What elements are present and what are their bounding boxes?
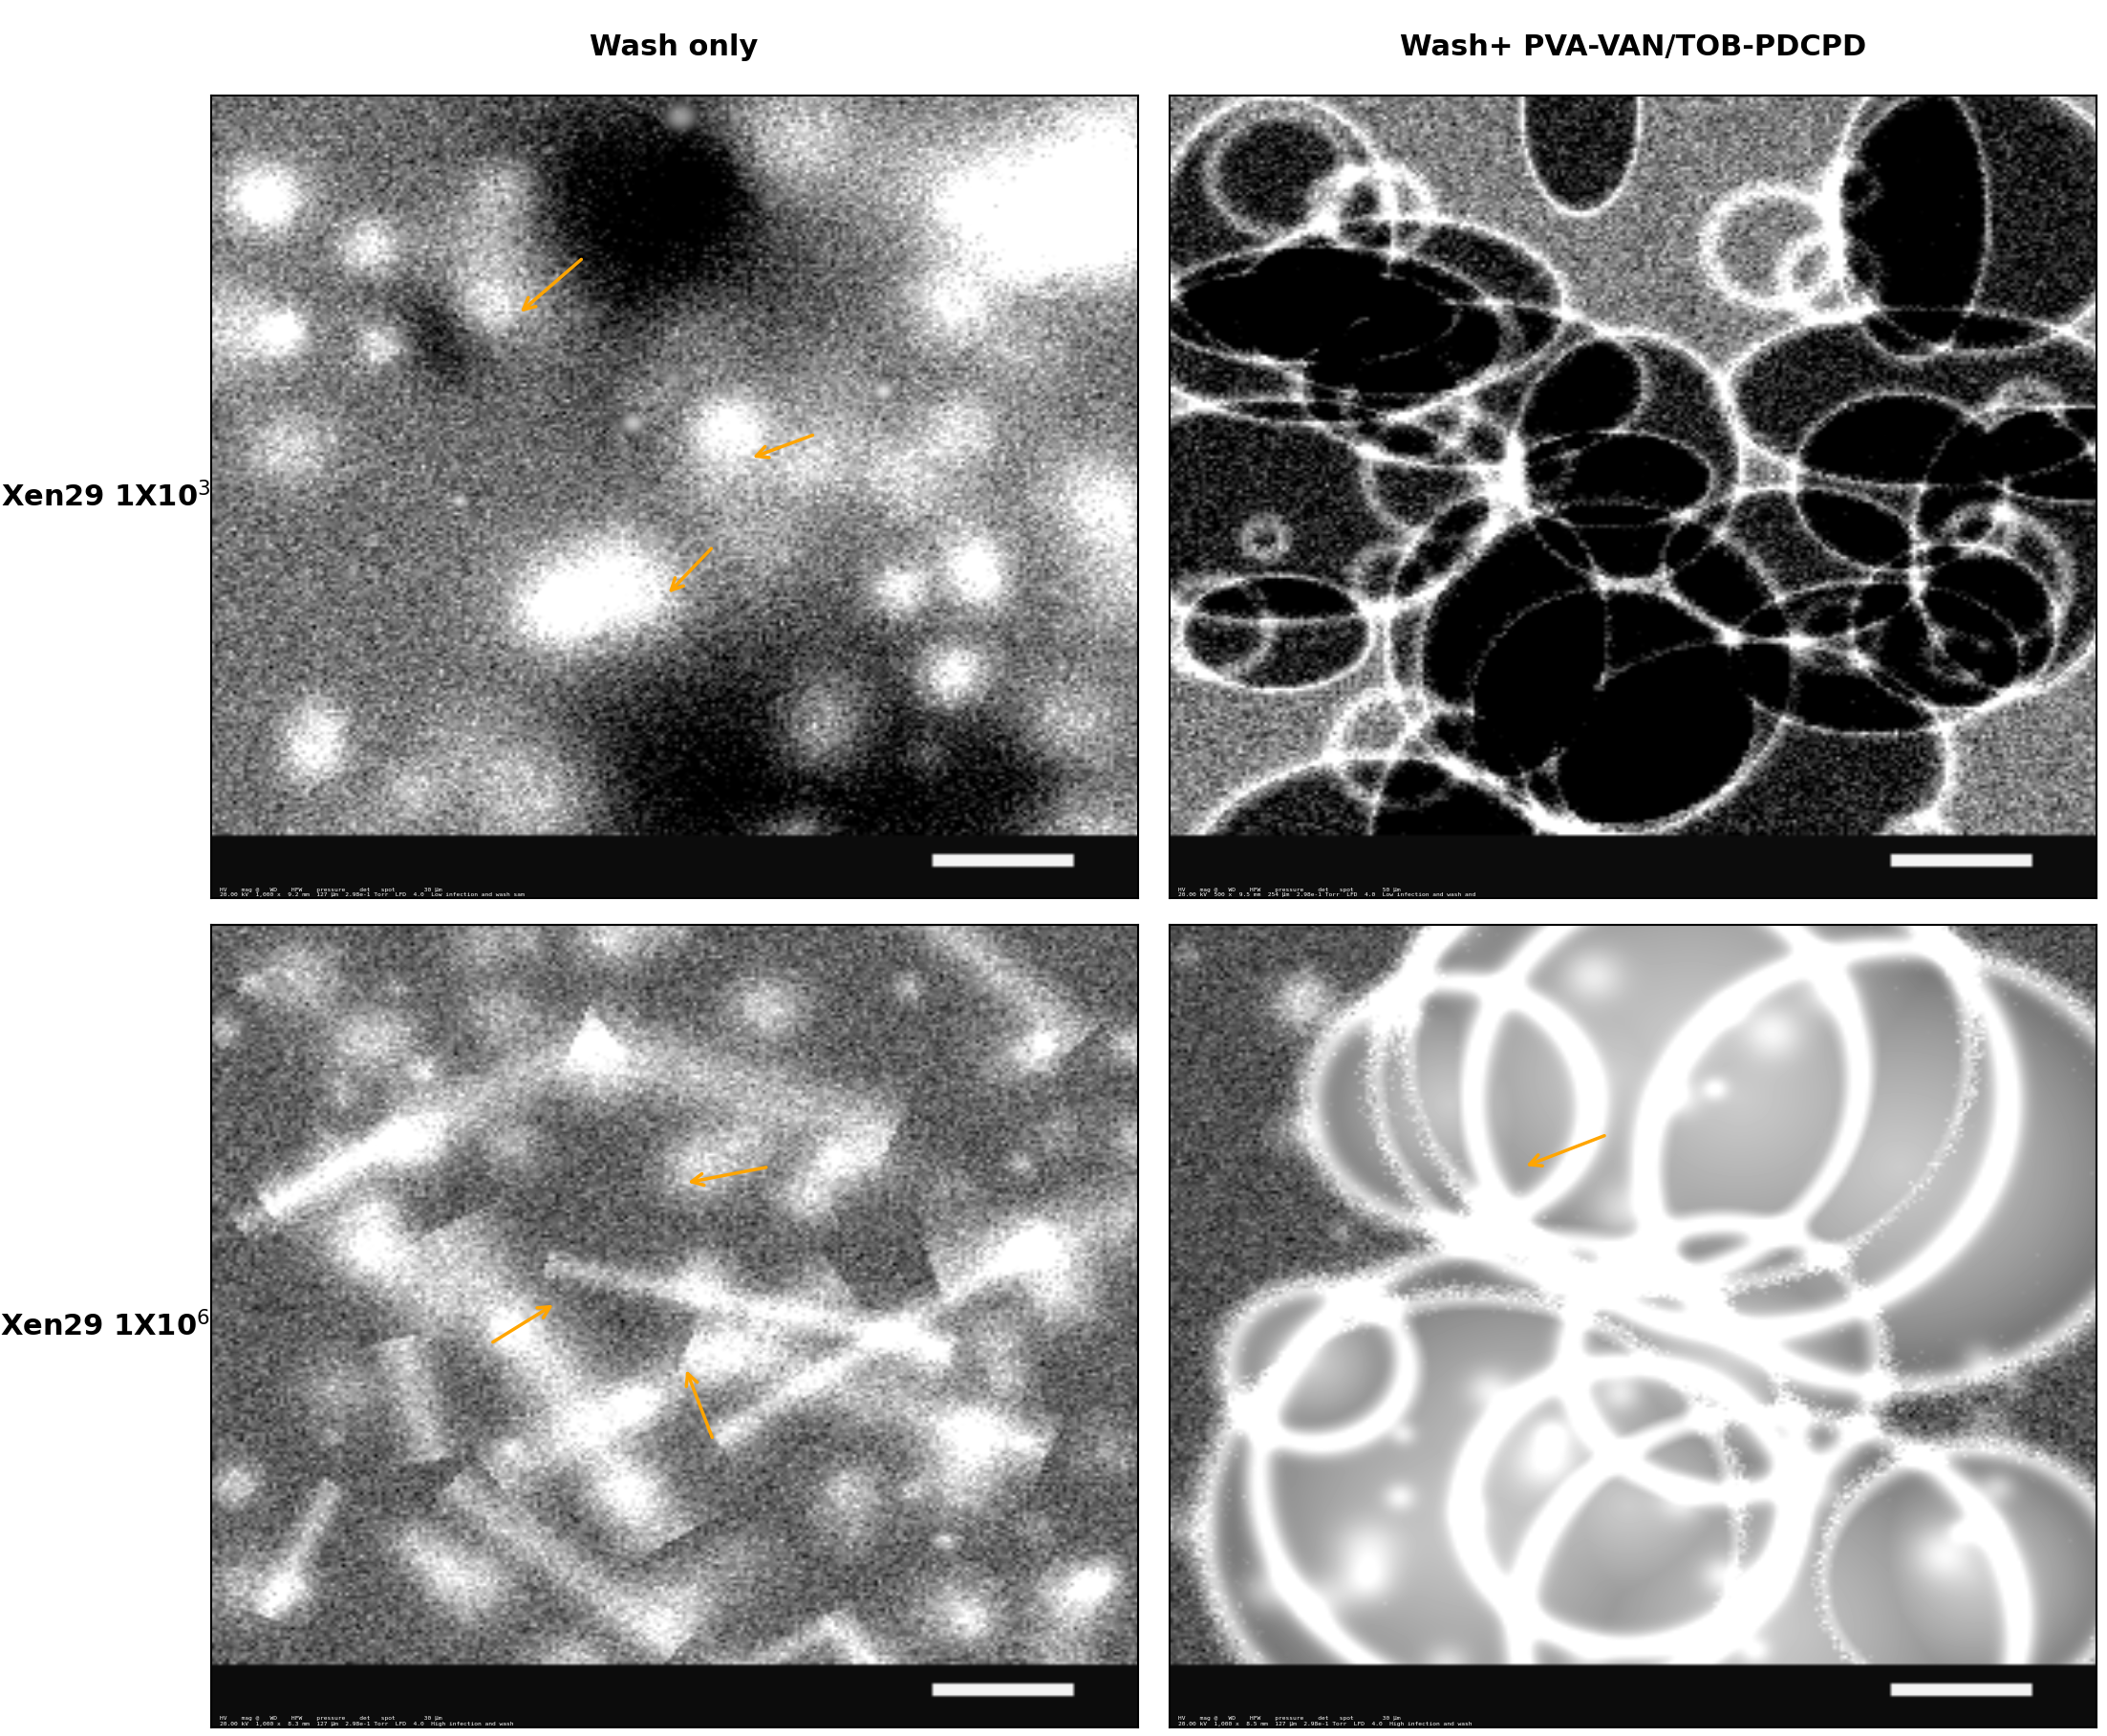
Text: Wash only: Wash only xyxy=(590,35,759,61)
Text: HV    mag @   WD    HFW    pressure    det   spot        30 μm
20.00 kV  1,000 x: HV mag @ WD HFW pressure det spot 30 μm … xyxy=(1178,1717,1473,1727)
Text: Wash+ PVA-VAN/TOB-PDCPD: Wash+ PVA-VAN/TOB-PDCPD xyxy=(1399,35,1867,61)
Text: Xen29 1X10$^3$: Xen29 1X10$^3$ xyxy=(0,481,211,512)
Text: HV    mag @   WD    HFW    pressure    det   spot        50 μm
20.00 kV  500 x  : HV mag @ WD HFW pressure det spot 50 μm … xyxy=(1178,887,1477,898)
Text: HV    mag @   WD    HFW    pressure    det   spot        30 μm
20.00 kV  1,000 x: HV mag @ WD HFW pressure det spot 30 μm … xyxy=(219,887,525,898)
Text: HV    mag @   WD    HFW    pressure    det   spot        30 μm
20.00 kV  1,000 x: HV mag @ WD HFW pressure det spot 30 μm … xyxy=(219,1717,514,1727)
Text: Xen29 1X10$^6$: Xen29 1X10$^6$ xyxy=(0,1311,211,1342)
